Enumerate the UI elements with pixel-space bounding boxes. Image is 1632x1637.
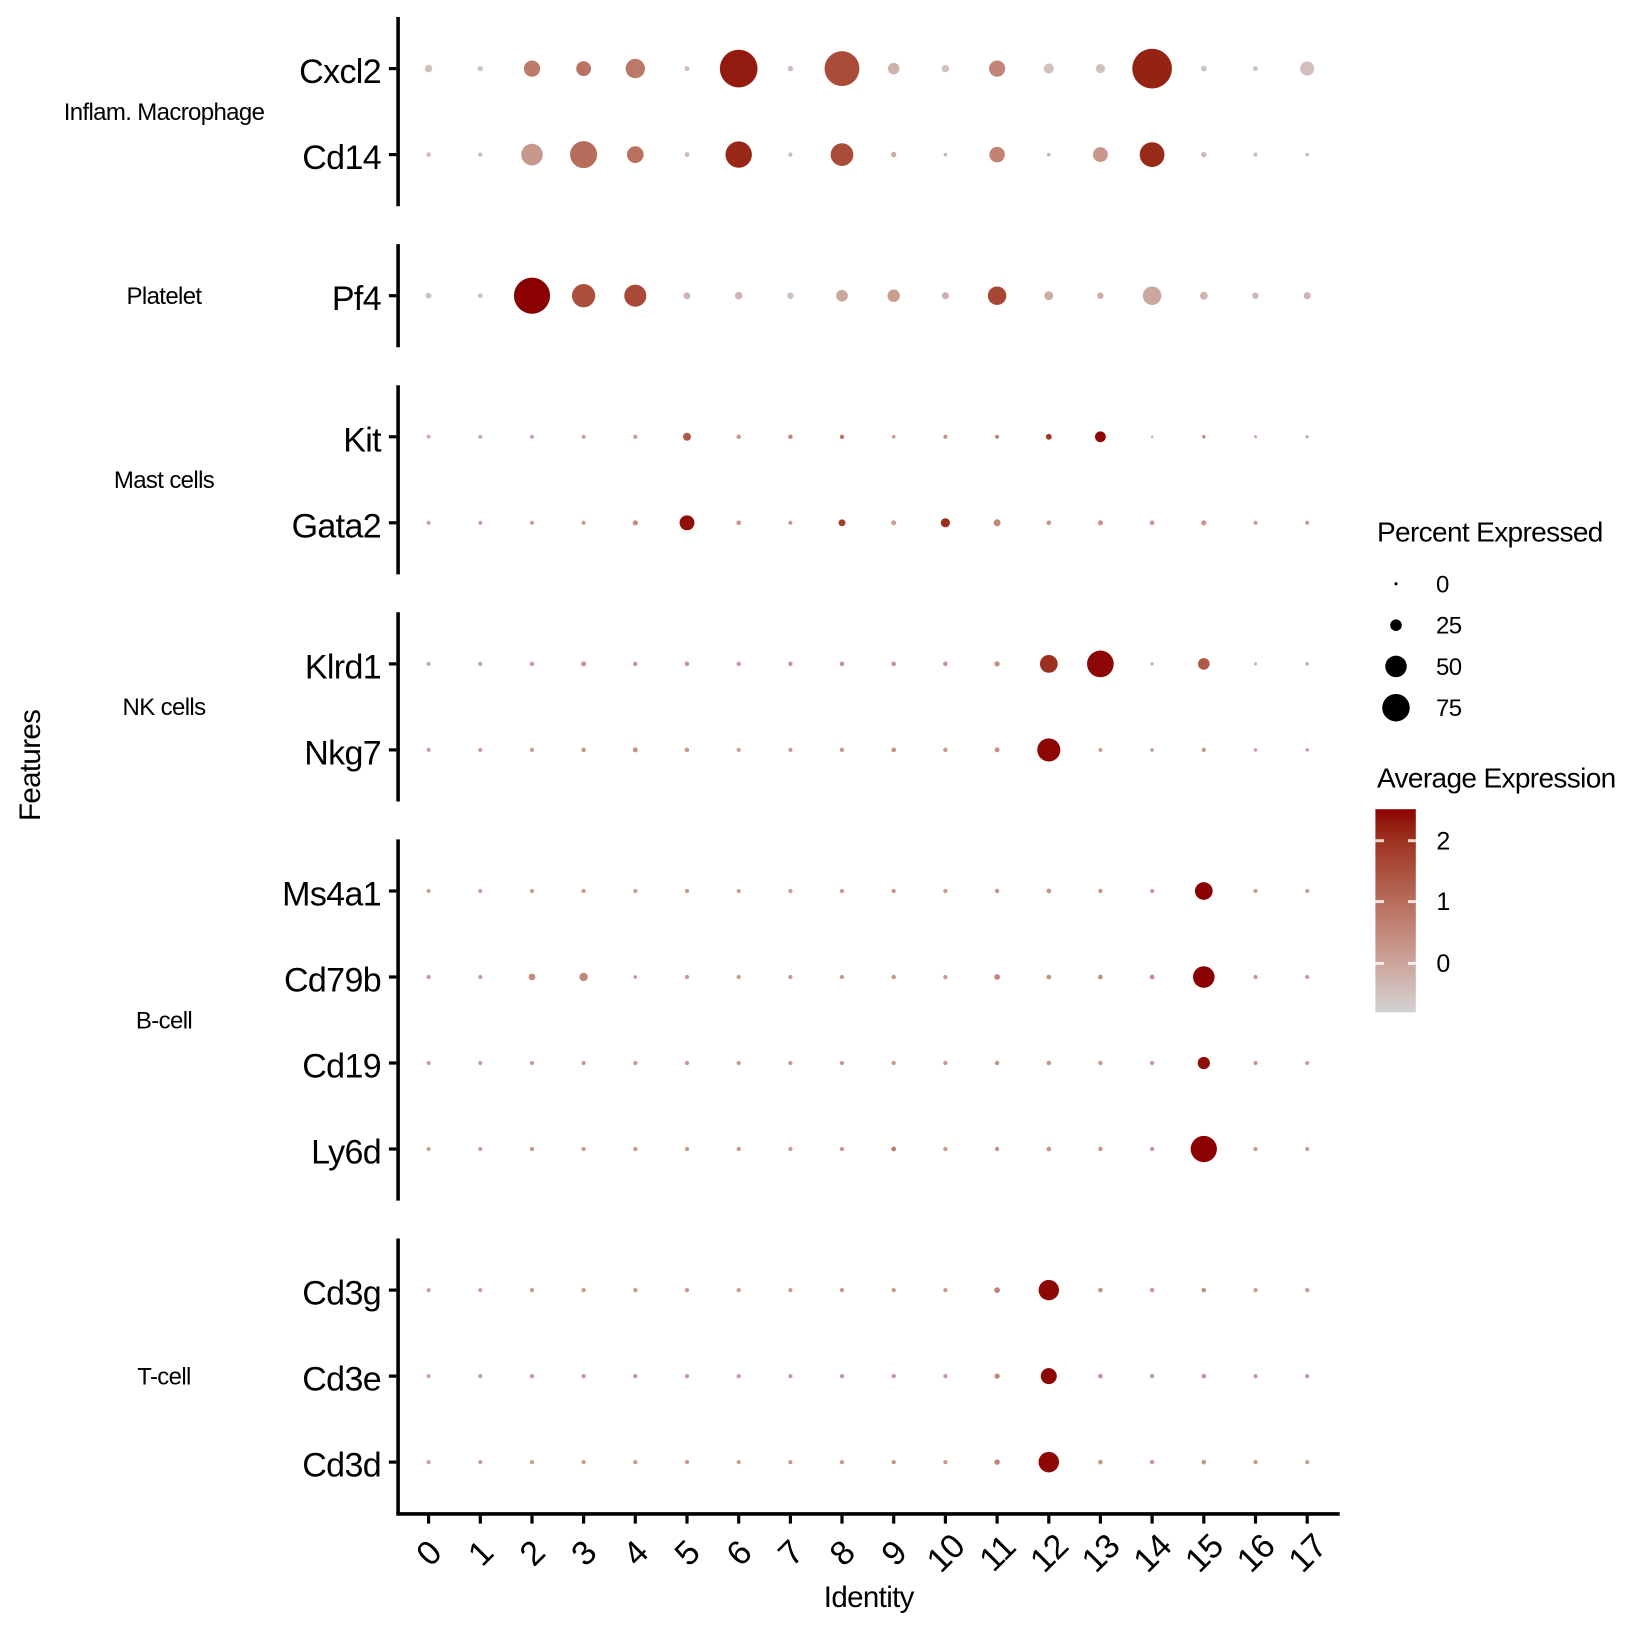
svg-text:Nkg7: Nkg7 — [304, 734, 381, 772]
svg-text:1: 1 — [1436, 888, 1449, 916]
svg-text:Gata2: Gata2 — [292, 507, 381, 545]
svg-text:Average Expression: Average Expression — [1377, 763, 1616, 794]
svg-text:Percent Expressed: Percent Expressed — [1377, 516, 1603, 547]
svg-text:25: 25 — [1436, 613, 1462, 640]
svg-text:Features: Features — [14, 710, 47, 821]
svg-text:Cd3e: Cd3e — [302, 1361, 381, 1399]
svg-text:Klrd1: Klrd1 — [305, 648, 381, 686]
svg-text:Inflam. Macrophage: Inflam. Macrophage — [64, 99, 265, 126]
svg-text:Cxcl2: Cxcl2 — [299, 53, 381, 91]
svg-text:Cd14: Cd14 — [302, 139, 381, 177]
svg-text:0: 0 — [1436, 950, 1449, 978]
svg-text:NK cells: NK cells — [123, 694, 207, 721]
svg-text:B-cell: B-cell — [136, 1007, 192, 1034]
svg-text:0: 0 — [1436, 571, 1449, 598]
svg-text:2: 2 — [1436, 827, 1449, 855]
svg-text:Kit: Kit — [343, 421, 382, 459]
svg-text:Pf4: Pf4 — [332, 280, 381, 318]
svg-text:Platelet: Platelet — [127, 283, 203, 310]
svg-text:Ms4a1: Ms4a1 — [282, 876, 381, 914]
svg-text:T-cell: T-cell — [137, 1363, 191, 1390]
svg-text:Cd3d: Cd3d — [302, 1447, 381, 1485]
svg-text:Identity: Identity — [824, 1581, 915, 1614]
svg-text:75: 75 — [1436, 695, 1462, 722]
svg-text:Cd19: Cd19 — [302, 1048, 381, 1086]
svg-text:Mast cells: Mast cells — [114, 467, 215, 494]
svg-text:50: 50 — [1436, 654, 1462, 681]
svg-text:Ly6d: Ly6d — [311, 1134, 381, 1172]
svg-text:Cd79b: Cd79b — [284, 962, 381, 1000]
svg-text:Cd3g: Cd3g — [302, 1275, 381, 1313]
